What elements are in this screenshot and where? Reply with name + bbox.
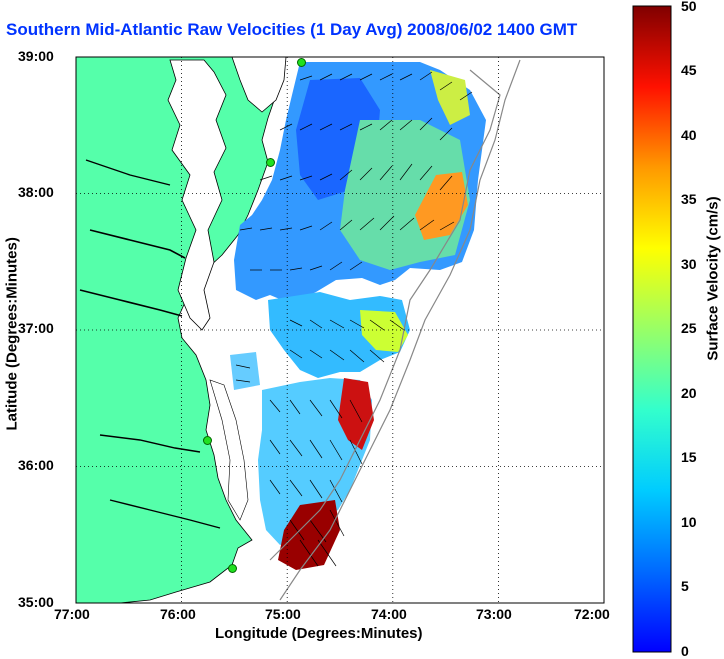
river-2 (79, 289, 183, 317)
colorbar (632, 5, 672, 653)
y-tick-label: 39:00 (18, 48, 54, 64)
y-tick-label: 36:00 (18, 457, 54, 473)
velocity-hot-south-2 (278, 500, 340, 570)
plot-frame (75, 56, 605, 604)
sound-water (209, 379, 249, 521)
colorbar-tick: 30 (681, 256, 697, 272)
river-5 (109, 499, 221, 529)
colorbar-tick: 40 (681, 127, 697, 143)
river-4 (99, 434, 201, 453)
hf-radar-station-marker (228, 564, 237, 573)
x-tick-label: 73:00 (476, 606, 512, 622)
chesapeake-bay (167, 59, 227, 331)
velocity-spot-west (230, 352, 260, 390)
hf-radar-station-marker (266, 158, 275, 167)
colorbar-tick: 10 (681, 514, 697, 530)
y-tick-label: 37:00 (18, 320, 54, 336)
river-1 (89, 229, 186, 259)
hf-radar-station-marker (297, 58, 306, 67)
x-tick-label: 72:00 (574, 606, 610, 622)
bathymetry-contour (269, 69, 501, 561)
colorbar-tick: 0 (681, 643, 689, 659)
x-tick-label: 75:00 (265, 606, 301, 622)
colorbar-tick: 25 (681, 320, 697, 336)
delaware-bay (231, 57, 287, 113)
colorbar-label: Surface Velocity (cm/s) (704, 196, 722, 361)
x-tick-label: 76:00 (160, 606, 196, 622)
colorbar-tick: 5 (681, 578, 689, 594)
x-tick-label: 77:00 (54, 606, 90, 622)
colorbar-tick: 20 (681, 385, 697, 401)
y-tick-label: 35:00 (18, 594, 54, 610)
colorbar-tick: 50 (681, 0, 697, 14)
velocity-mid-yellow (360, 310, 408, 352)
colorbar-tick: 15 (681, 449, 697, 465)
velocity-hot-south (338, 378, 374, 450)
map-title: Southern Mid-Atlantic Raw Velocities (1 … (6, 20, 578, 39)
river-3 (85, 159, 171, 186)
colorbar-tick: 35 (681, 191, 697, 207)
x-tick-label: 74:00 (371, 606, 407, 622)
colorbar-tick: 45 (681, 62, 697, 78)
hf-radar-station-marker (203, 436, 212, 445)
y-tick-label: 38:00 (18, 184, 54, 200)
velocity-high-ne (430, 70, 470, 125)
x-axis-label: Longitude (Degrees:Minutes) (215, 625, 423, 642)
grid (76, 57, 604, 603)
y-axis-label: Latitude (Degrees:Minutes) (3, 237, 21, 431)
bathymetry-contour-2 (279, 59, 521, 601)
vector-arrows (235, 71, 473, 567)
velocity-high-north (415, 172, 468, 240)
